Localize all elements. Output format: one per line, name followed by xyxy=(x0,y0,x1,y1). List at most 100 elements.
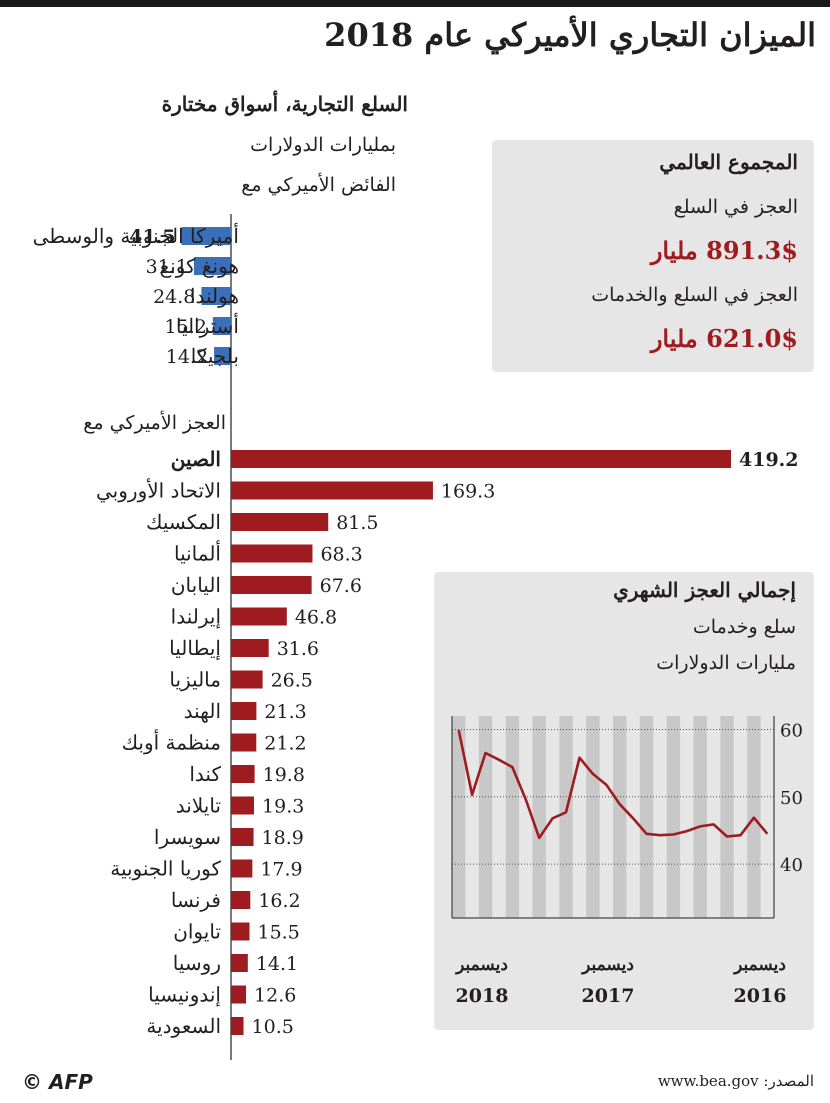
month-stripe xyxy=(613,716,627,918)
y-tick-label: 60 xyxy=(780,720,803,741)
deficit-country-label: اليابان xyxy=(171,573,221,597)
deficit-country-label: كوريا الجنوبية xyxy=(110,857,221,881)
deficit-value-label: 14.1 xyxy=(256,953,298,975)
deficit-bar xyxy=(231,954,248,972)
x-label-month: ديسمبر xyxy=(732,955,786,975)
deficit-bar xyxy=(231,796,255,815)
deficit-country-label: سويسرا xyxy=(154,825,221,849)
deficit-value-label: 15.5 xyxy=(257,922,299,944)
deficit-value-label: 19.3 xyxy=(262,796,304,818)
deficit-value-label: 81.5 xyxy=(336,512,378,534)
x-label-year: 2016 xyxy=(734,985,787,1007)
deficit-value-label: 31.6 xyxy=(277,638,319,660)
surplus-value-label: 14.2 xyxy=(166,346,208,368)
month-stripe xyxy=(693,716,707,918)
surplus-value-label: 41.5 xyxy=(129,226,175,248)
y-tick-label: 40 xyxy=(780,855,803,876)
deficit-value-label: 169.3 xyxy=(441,481,495,503)
goods-deficit-value: 891.3$ مليار xyxy=(650,236,798,265)
goods-deficit-label: العجز في السلع xyxy=(673,196,798,218)
monthly-title: إجمالي العجز الشهري xyxy=(613,578,796,602)
deficit-country-label: تايلاند xyxy=(176,794,221,818)
surplus-country-label: هونغ كونغ xyxy=(159,254,239,278)
deficit-country-label: روسيا xyxy=(173,951,221,975)
deficit-bar xyxy=(231,859,253,878)
deficit-value-label: 10.5 xyxy=(252,1016,294,1038)
deficit-value-label: 419.2 xyxy=(739,449,799,471)
month-stripe xyxy=(666,716,681,918)
deficit-value-label: 19.8 xyxy=(263,764,305,786)
month-stripe xyxy=(532,716,546,918)
deficit-bar xyxy=(231,891,251,909)
x-label-year: 2017 xyxy=(582,985,635,1007)
deficit-country-label: السعودية xyxy=(146,1014,221,1038)
deficit-bar xyxy=(231,576,312,594)
deficit-value-label: 67.6 xyxy=(320,575,362,597)
deficit-country-label: إندونيسيا xyxy=(148,983,221,1008)
month-stripe xyxy=(639,716,654,918)
surplus-bar xyxy=(181,227,231,245)
deficit-country-label: إيرلندا xyxy=(171,605,221,630)
top-rule xyxy=(0,0,830,7)
global-total-panel: المجموع العالمي العجز في السلع 891.3$ مل… xyxy=(492,140,814,372)
deficit-country-label: ماليزيا xyxy=(169,668,221,692)
surplus-country-label: أميركا الجنوبية والوسطى xyxy=(33,222,239,248)
monthly-units: مليارات الدولارات xyxy=(656,652,796,674)
surplus-country-label: بلجيكا xyxy=(191,344,239,368)
deficit-value-label: 16.2 xyxy=(258,890,300,912)
deficit-bar xyxy=(231,481,433,500)
deficit-country-label: المكسيك xyxy=(146,510,221,534)
deficit-bar xyxy=(231,828,254,846)
deficit-bar xyxy=(231,922,250,941)
deficit-bar xyxy=(231,765,255,783)
monthly-subtitle: سلع وخدمات xyxy=(692,616,796,638)
month-stripe xyxy=(452,716,466,918)
deficit-value-label: 46.8 xyxy=(295,607,337,629)
deficit-country-label: ألمانيا xyxy=(174,540,221,566)
surplus-bar xyxy=(214,347,231,365)
month-stripe xyxy=(586,716,600,918)
month-stripe xyxy=(720,716,734,918)
deficit-bar xyxy=(231,670,263,689)
deficit-value-label: 21.3 xyxy=(264,701,306,723)
afp-logo: © AFP xyxy=(22,1070,93,1094)
x-label-month: ديسمبر xyxy=(580,955,634,975)
deficit-bar xyxy=(231,450,731,468)
deficit-country-label: كندا xyxy=(189,762,221,786)
deficit-country-label: فرنسا xyxy=(171,888,221,912)
monthly-deficit-line xyxy=(457,729,769,840)
surplus-bar xyxy=(193,257,231,275)
deficit-bar xyxy=(231,607,287,626)
deficit-bar xyxy=(231,702,257,720)
deficit-value-label: 17.9 xyxy=(260,859,302,881)
month-stripe xyxy=(559,716,573,918)
x-label-month: ديسمبر xyxy=(454,955,508,975)
monthly-deficit-panel: إجمالي العجز الشهري سلع وخدمات مليارات ا… xyxy=(434,572,814,1030)
deficit-country-label: الهند xyxy=(184,699,221,723)
surplus-heading: الفائض الأميركي مع xyxy=(241,174,396,196)
x-label-year: 2018 xyxy=(456,985,509,1007)
units-label: بمليارات الدولارات xyxy=(250,134,396,156)
goods-services-deficit-value: 621.0$ مليار xyxy=(650,324,798,353)
deficit-bar xyxy=(231,1017,244,1035)
month-stripe xyxy=(505,716,520,918)
deficit-country-label: الصين xyxy=(171,447,221,472)
deficit-country-label: منظمة أوبك xyxy=(122,729,221,755)
surplus-value-label: 15.2 xyxy=(165,316,207,338)
surplus-country-label: هولندا xyxy=(190,284,239,308)
deficit-country-label: الاتحاد الأوروبي xyxy=(96,478,221,503)
chart-subtitle: السلع التجارية، أسواق مختارة xyxy=(161,92,408,116)
surplus-value-label: 31.1 xyxy=(146,256,188,278)
monthly-line-chart: 40 50 60 ديسمبر 2018 ديسمبر 2017 ديسمبر 2016 xyxy=(451,716,803,1007)
deficit-heading: العجز الأميركي مع xyxy=(83,412,226,434)
global-total-heading: المجموع العالمي xyxy=(659,150,798,174)
deficit-bar xyxy=(231,544,313,563)
source-note: المصدر: www.bea.gov xyxy=(657,1072,814,1090)
page-title: الميزان التجاري الأميركي عام 2018 xyxy=(324,16,816,54)
deficit-bar xyxy=(231,733,257,752)
deficit-value-label: 68.3 xyxy=(320,544,362,566)
surplus-value-label: 24.8 xyxy=(153,286,195,308)
deficit-country-label: إيطاليا xyxy=(169,636,221,661)
deficit-value-label: 18.9 xyxy=(262,827,304,849)
